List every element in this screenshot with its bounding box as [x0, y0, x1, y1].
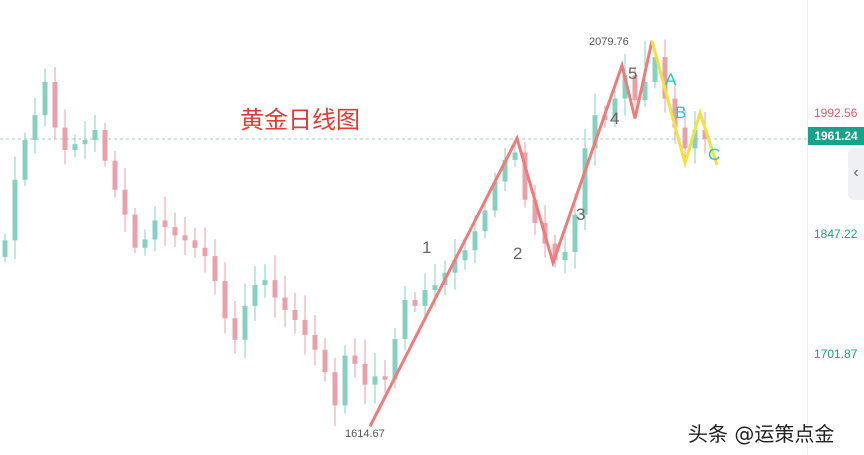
- candle: [312, 315, 318, 366]
- candle: [72, 134, 78, 158]
- candle: [292, 292, 298, 334]
- candle: [632, 68, 638, 106]
- wave-label: 3: [576, 205, 586, 225]
- candle: [2, 233, 8, 263]
- wave-label: A: [665, 70, 677, 90]
- candle: [412, 292, 418, 313]
- candle: [682, 109, 688, 163]
- candle: [502, 147, 508, 192]
- candle: [362, 339, 368, 405]
- candle: [622, 53, 628, 116]
- y-tick-label: 1847.22: [814, 226, 858, 241]
- candle: [32, 98, 38, 154]
- candle: [692, 111, 698, 164]
- candle: [202, 227, 208, 273]
- candle: [222, 262, 228, 334]
- candle: [262, 264, 268, 298]
- candle: [352, 338, 358, 378]
- candle: [252, 266, 258, 321]
- chart-title: 黄金日线图: [240, 106, 360, 134]
- collapse-panel-button[interactable]: ‹: [848, 148, 864, 200]
- candle: [122, 168, 128, 232]
- candle: [302, 295, 308, 355]
- candle: [82, 121, 88, 160]
- candle: [512, 143, 518, 167]
- candle: [372, 352, 378, 404]
- candle: [42, 68, 48, 126]
- y-tick-label: 1992.56: [814, 106, 858, 120]
- candle: [162, 196, 168, 246]
- wave-label: 1: [422, 237, 432, 257]
- candle: [612, 90, 618, 127]
- candle: [322, 337, 328, 382]
- candle: [462, 238, 468, 270]
- candle: [172, 212, 178, 247]
- candle: [12, 156, 18, 260]
- wave-label: C: [708, 144, 721, 164]
- high-label: 2079.76: [589, 35, 629, 48]
- candle: [592, 93, 598, 166]
- candle: [422, 273, 428, 320]
- chevron-left-icon: ‹: [853, 164, 859, 181]
- candle: [112, 150, 118, 198]
- wave-label: 2: [513, 244, 523, 264]
- wave-label: 4: [610, 109, 620, 129]
- candlestick-chart: [0, 39, 807, 428]
- candle: [182, 216, 188, 256]
- candle: [582, 129, 588, 231]
- wave-label: 5: [628, 63, 638, 83]
- candle: [532, 184, 538, 235]
- candle: [662, 39, 668, 113]
- candle: [152, 205, 158, 252]
- candle: [242, 283, 248, 358]
- candle: [22, 132, 28, 186]
- candle: [572, 193, 578, 269]
- candle: [212, 239, 218, 295]
- candle: [282, 275, 288, 328]
- candle: [452, 239, 458, 290]
- candle: [562, 235, 568, 274]
- y-tick-label: 1701.87: [814, 347, 858, 362]
- last-price-badge: 1961.24: [808, 127, 864, 145]
- candle: [482, 201, 488, 239]
- candle: [272, 255, 278, 318]
- candle: [672, 78, 678, 144]
- candle: [402, 286, 408, 351]
- candle: [132, 207, 138, 254]
- candle: [92, 115, 98, 153]
- candle: [52, 67, 58, 140]
- candle: [102, 122, 108, 167]
- candle: [192, 227, 198, 258]
- corrective-wave-line: [650, 40, 719, 169]
- impulse-wave-line: [368, 40, 654, 428]
- wave-label: B: [675, 102, 687, 122]
- low-label: 1614.67: [345, 428, 385, 441]
- candle: [552, 234, 558, 268]
- candle: [62, 109, 68, 165]
- candle: [342, 345, 348, 414]
- watermark: 头条 @运策点金: [688, 422, 835, 446]
- candle: [142, 229, 148, 256]
- candle: [522, 142, 528, 208]
- price-axis-line: [807, 0, 808, 455]
- candle: [232, 301, 238, 354]
- candle: [382, 360, 388, 393]
- candle: [332, 357, 338, 427]
